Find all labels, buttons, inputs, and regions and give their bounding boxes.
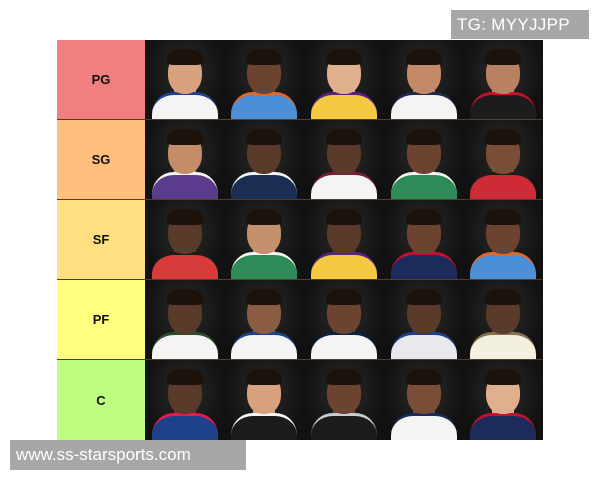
player-photo	[383, 40, 464, 119]
player-photo	[383, 200, 464, 279]
player-photo	[145, 40, 225, 119]
tier-label-pf: PF	[57, 280, 145, 359]
player-photo	[383, 280, 464, 359]
tier-label-c: C	[57, 360, 145, 440]
player-photo	[463, 280, 543, 359]
tier-row-sg: SG	[57, 120, 543, 200]
player-photo	[145, 200, 225, 279]
tier-row-pf: PF	[57, 280, 543, 360]
watermark-website: www.ss-starsports.com	[10, 440, 246, 470]
player-photo	[304, 120, 384, 199]
player-photo	[304, 200, 384, 279]
tier-label-sf: SF	[57, 200, 145, 279]
player-photo	[304, 360, 384, 440]
watermark-telegram: TG: MYYJJPP	[451, 10, 589, 39]
player-photo	[145, 360, 225, 440]
tier-players-c	[145, 360, 543, 440]
tier-row-pg: PG	[57, 40, 543, 120]
player-photo	[224, 120, 305, 199]
tier-players-pf	[145, 280, 543, 359]
tier-label-pg: PG	[57, 40, 145, 119]
tier-players-pg	[145, 40, 543, 119]
player-photo	[463, 40, 543, 119]
tier-players-sg	[145, 120, 543, 199]
player-photo	[145, 120, 225, 199]
tier-row-c: C	[57, 360, 543, 440]
player-photo	[224, 280, 305, 359]
tier-list: PG SG SF PF C	[57, 40, 543, 440]
player-photo	[145, 280, 225, 359]
tier-players-sf	[145, 200, 543, 279]
player-photo	[383, 120, 464, 199]
player-photo	[304, 280, 384, 359]
tier-label-sg: SG	[57, 120, 145, 199]
player-photo	[463, 360, 543, 440]
player-photo	[224, 360, 305, 440]
player-photo	[463, 120, 543, 199]
player-photo	[224, 40, 305, 119]
player-photo	[224, 200, 305, 279]
tier-row-sf: SF	[57, 200, 543, 280]
player-photo	[304, 40, 384, 119]
player-photo	[383, 360, 464, 440]
player-photo	[463, 200, 543, 279]
